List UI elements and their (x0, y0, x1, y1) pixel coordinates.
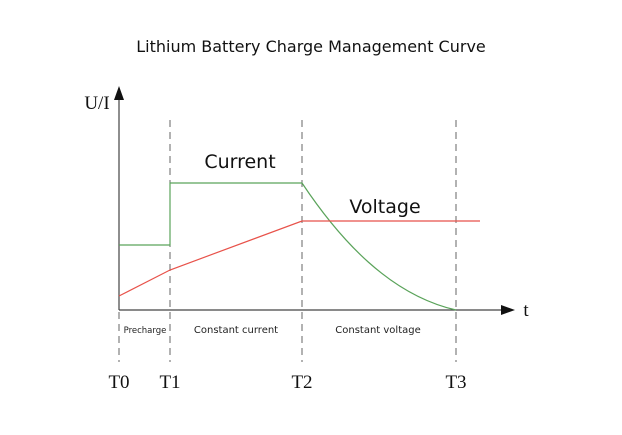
time-marker: T3 (445, 372, 466, 393)
current-label: Current (204, 151, 275, 173)
voltage-curve (118, 220, 480, 297)
x-axis-arrow (501, 305, 515, 315)
y-axis-arrow (114, 86, 124, 100)
current-curve (119, 182, 457, 311)
voltage-label: Voltage (349, 196, 420, 218)
title: Lithium Battery Charge Management Curve (136, 37, 486, 56)
phase-label: Constant current (194, 325, 278, 336)
time-marker: T0 (108, 372, 129, 393)
phase-label: Precharge (124, 326, 167, 336)
time-marker: T2 (291, 372, 312, 393)
x-axis-label: t (523, 300, 529, 321)
y-axis-label: U/I (84, 93, 109, 114)
phase-label: Constant voltage (335, 325, 421, 336)
time-marker: T1 (159, 372, 180, 393)
